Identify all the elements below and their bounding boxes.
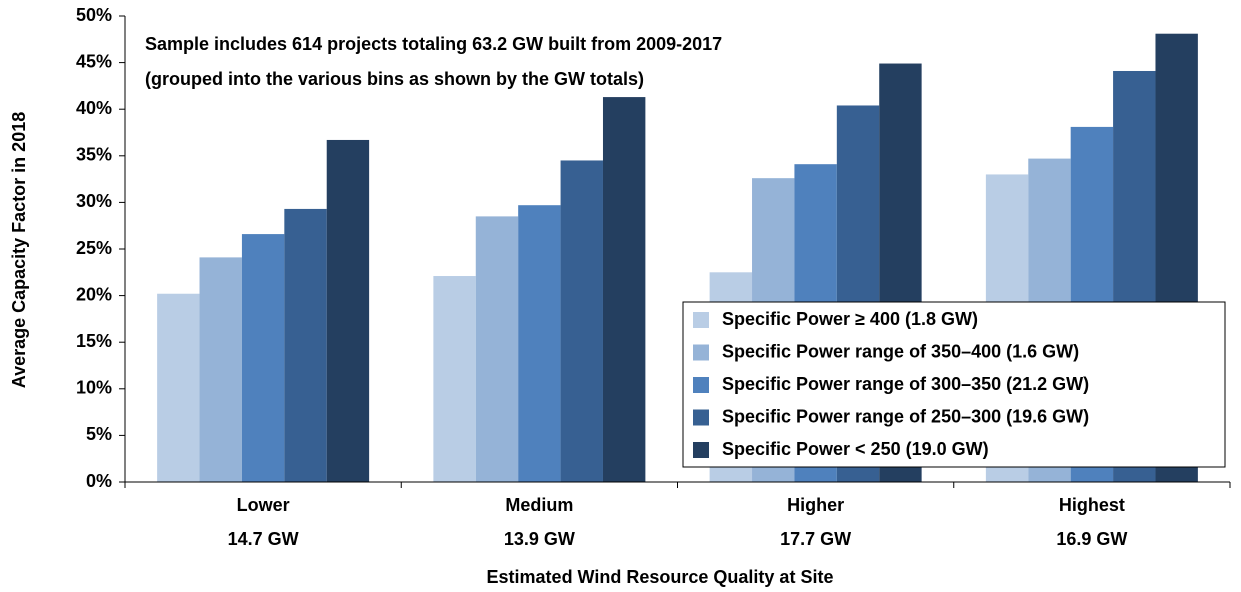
annotation: Sample includes 614 projects totaling 63… [145,34,722,54]
x-axis-title: Estimated Wind Resource Quality at Site [487,567,834,587]
y-tick-label: 40% [76,98,112,118]
bar [475,216,519,482]
bar [560,160,603,482]
legend-label: Specific Power range of 300–350 (21.2 GW… [722,374,1089,394]
legend-swatch [693,377,709,393]
x-tick-label: Lower [237,495,290,515]
legend-label: Specific Power < 250 (19.0 GW) [722,439,989,459]
y-tick-label: 20% [76,284,112,304]
y-tick-label: 45% [76,51,112,71]
x-tick-label: Highest [1059,495,1125,515]
legend-label: Specific Power ≥ 400 (1.8 GW) [722,309,978,329]
y-tick-label: 30% [76,191,112,211]
bar [602,97,646,483]
bar [157,293,200,482]
legend-label: Specific Power range of 350–400 (1.6 GW) [722,341,1079,361]
y-tick-label: 15% [76,331,112,351]
bar [199,257,242,482]
legend-box [682,301,1226,468]
y-axis-title: Average Capacity Factor in 2018 [9,112,29,388]
x-tick-label: 17.7 GW [780,529,851,549]
x-tick-label: Higher [787,495,844,515]
y-tick-label: 0% [86,471,112,491]
x-tick-label: 13.9 GW [504,529,575,549]
legend-label: Specific Power range of 250–300 (19.6 GW… [722,406,1089,426]
legend-swatch [693,312,709,328]
bar [433,276,476,482]
x-tick-label: Medium [505,495,573,515]
bar [326,139,370,482]
legend-swatch [693,442,709,458]
y-tick-label: 35% [76,145,112,165]
legend-swatch [693,409,709,426]
bar [241,234,285,482]
y-tick-label: 10% [76,378,112,398]
y-tick-label: 50% [76,5,112,25]
annotation: (grouped into the various bins as shown … [145,69,644,89]
legend-swatch [693,344,709,361]
x-tick-label: 14.7 GW [228,529,299,549]
bar [284,208,327,482]
y-tick-label: 25% [76,238,112,258]
x-tick-label: 16.9 GW [1056,529,1127,549]
y-tick-label: 5% [86,424,112,444]
bar [518,205,561,483]
